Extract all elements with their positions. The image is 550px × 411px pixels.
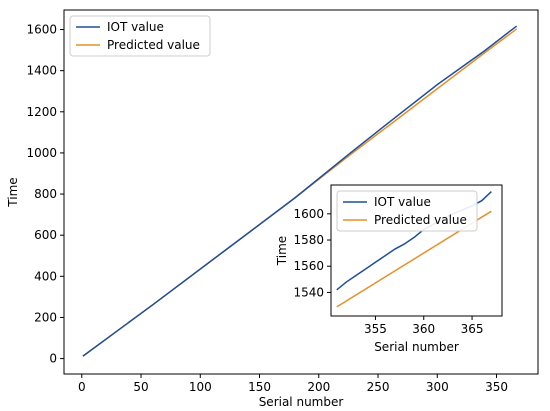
- main-x-tick-label: 250: [367, 380, 390, 394]
- main-y-tick-label: 400: [34, 269, 57, 283]
- inset-axes-frame: [330, 184, 503, 317]
- inset-x-axis-label: Serial number: [374, 340, 459, 354]
- main-y-tick-label: 600: [34, 228, 57, 242]
- inset-y-tick-label: 1580: [293, 233, 324, 247]
- main-legend: IOT value Predicted value: [69, 15, 211, 57]
- main-x-axis-label: Serial number: [259, 395, 344, 409]
- inset-x-tick-label: 355: [364, 322, 387, 336]
- inset-y-tick-label: 1560: [293, 259, 324, 273]
- main-legend-label-iot-value: IOT value: [107, 20, 164, 34]
- main-legend-label-predicted-value: Predicted value: [107, 38, 200, 52]
- main-y-tick-label: 800: [34, 187, 57, 201]
- main-x-tick-label: 150: [248, 380, 271, 394]
- inset-legend-box: [336, 190, 478, 232]
- main-series-line-iot-value: [82, 25, 518, 357]
- main-x-tick-label: 200: [307, 380, 330, 394]
- main-axes-frame: [63, 9, 539, 375]
- main-y-tick-label: 1000: [26, 146, 57, 160]
- main-y-tick-label: 1400: [26, 64, 57, 78]
- main-x-tick-label: 100: [189, 380, 212, 394]
- main-series-group: [82, 25, 518, 357]
- main-y-tick-label: 1200: [26, 105, 57, 119]
- inset-legend: IOT value Predicted value: [336, 190, 478, 232]
- inset-y-axis-label: Time: [275, 236, 289, 266]
- inset-y-tick-label: 1540: [293, 285, 324, 299]
- main-y-tick-label: 200: [34, 310, 57, 324]
- inset-x-tick-label: 365: [461, 322, 484, 336]
- inset-chart: 355 360 365 1540 1560 1580 1600 Serial number Ti…: [275, 184, 503, 354]
- main-y-tick-label: 0: [49, 352, 57, 366]
- inset-legend-label-iot-value: IOT value: [374, 195, 431, 209]
- main-legend-box: [69, 15, 211, 57]
- main-x-tick-label: 300: [426, 380, 449, 394]
- inset-y-tick-label: 1600: [293, 207, 324, 221]
- inset-legend-label-predicted-value: Predicted value: [374, 213, 467, 227]
- main-x-tick-label: 0: [78, 380, 86, 394]
- main-y-tick-label: 1600: [26, 23, 57, 37]
- main-y-axis-label: Time: [6, 177, 20, 207]
- main-x-tick-label: 50: [133, 380, 148, 394]
- main-x-tick-label: 350: [485, 380, 508, 394]
- inset-x-tick-label: 360: [412, 322, 435, 336]
